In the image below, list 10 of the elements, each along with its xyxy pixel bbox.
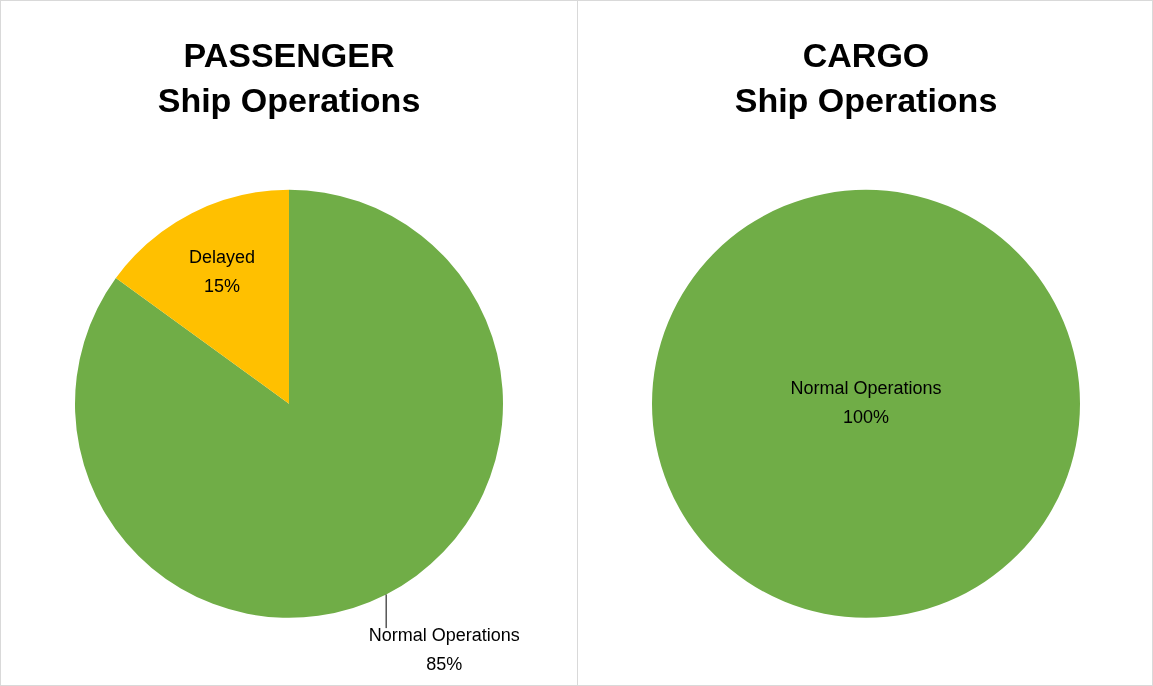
chart-title: CARGO	[802, 35, 930, 74]
chart-title: PASSENGER	[183, 35, 395, 74]
data-label: 85%	[426, 653, 463, 674]
slice-label: Delayed	[188, 246, 255, 267]
data-label: 15%	[203, 275, 240, 296]
chart-subtitle: Ship Operations	[157, 80, 421, 119]
chart-subtitle: Ship Operations	[734, 80, 998, 119]
slice-label: Normal Operations	[368, 624, 520, 645]
slice-label: Normal Operations	[790, 378, 942, 399]
data-label: 100%	[842, 407, 890, 428]
